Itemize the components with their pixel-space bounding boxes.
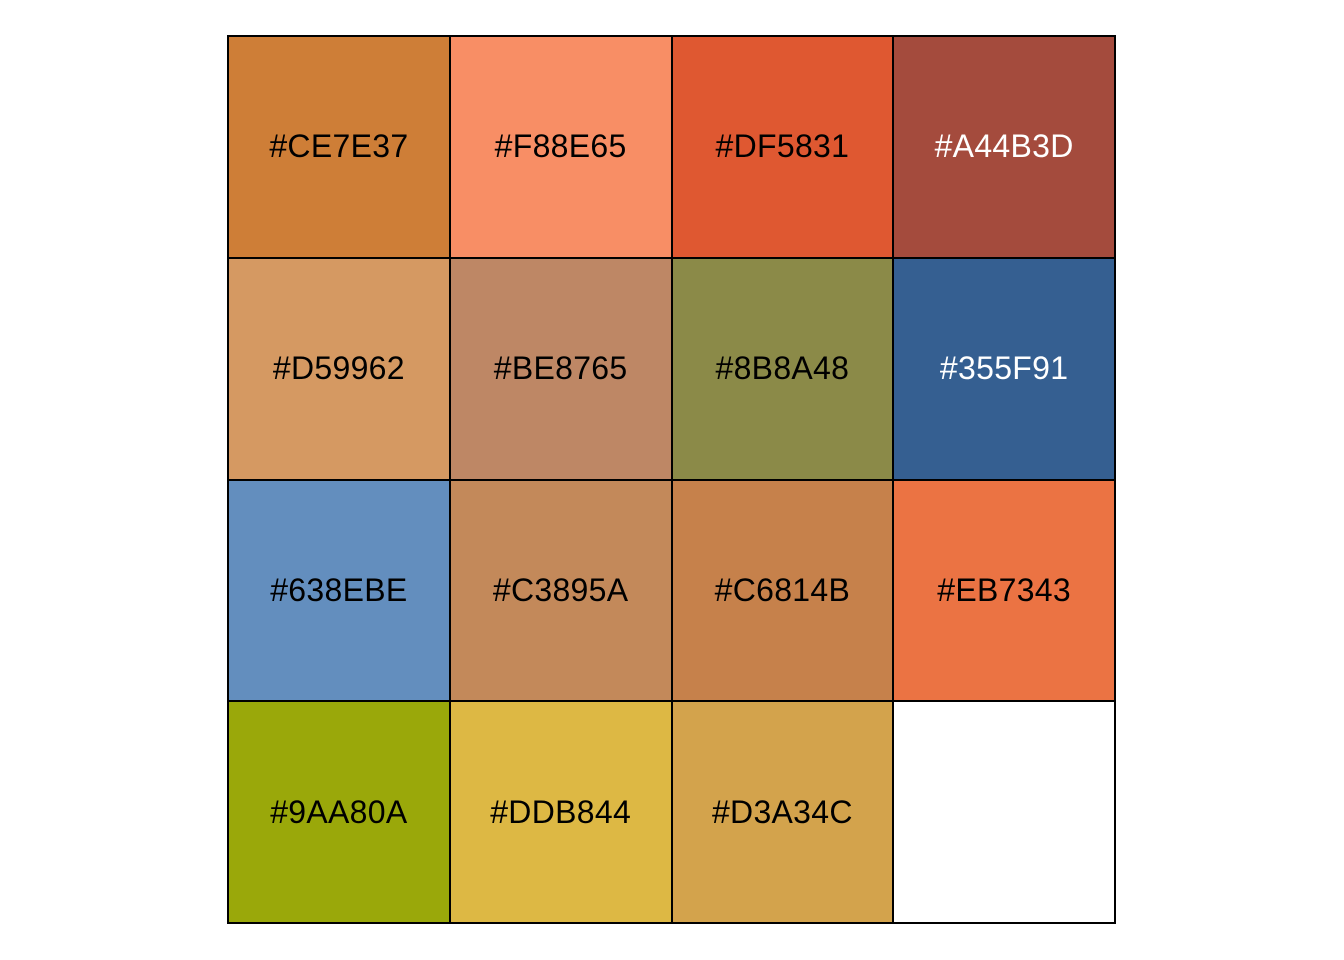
color-swatch: #638EBE [228, 479, 450, 702]
swatch-hex-label: #DF5831 [715, 128, 850, 165]
color-swatch: #355F91 [893, 257, 1115, 480]
swatch-hex-label: #D3A34C [711, 793, 853, 830]
color-swatch: #8B8A48 [671, 257, 894, 480]
swatch-hex-label: #C3895A [492, 571, 629, 608]
swatch-hex-label: #D59962 [272, 350, 405, 387]
swatch-hex-label: #9AA80A [270, 793, 408, 830]
swatch-hex-label: #8B8A48 [715, 350, 850, 387]
swatch-hex-label: #C6814B [714, 571, 851, 608]
color-swatch: #C3895A [449, 479, 672, 702]
swatch-hex-label: #BE8765 [493, 350, 628, 387]
color-palette-grid: #CE7E37 #F88E65 #DF5831 #A44B3D #D59962 #BE87… [227, 35, 1116, 924]
empty-swatch [893, 701, 1115, 923]
color-swatch: #D3A34C [671, 701, 894, 923]
color-swatch: #C6814B [671, 479, 894, 702]
color-swatch: #EB7343 [893, 479, 1115, 702]
color-swatch: #CE7E37 [228, 36, 450, 258]
color-swatch: #BE8765 [449, 257, 672, 480]
swatch-hex-label: #A44B3D [934, 128, 1074, 165]
swatch-hex-label: #CE7E37 [269, 128, 409, 165]
swatch-hex-label: #EB7343 [937, 571, 1072, 608]
color-swatch: #DDB844 [449, 701, 672, 923]
swatch-hex-label: #355F91 [939, 350, 1069, 387]
color-swatch: #D59962 [228, 257, 450, 480]
swatch-hex-label: #F88E65 [494, 128, 627, 165]
color-swatch: #F88E65 [449, 36, 672, 258]
color-swatch: #A44B3D [893, 36, 1115, 258]
color-swatch: #DF5831 [671, 36, 894, 258]
color-swatch: #9AA80A [228, 701, 450, 923]
swatch-hex-label: #638EBE [270, 571, 408, 608]
swatch-hex-label: #DDB844 [490, 793, 632, 830]
